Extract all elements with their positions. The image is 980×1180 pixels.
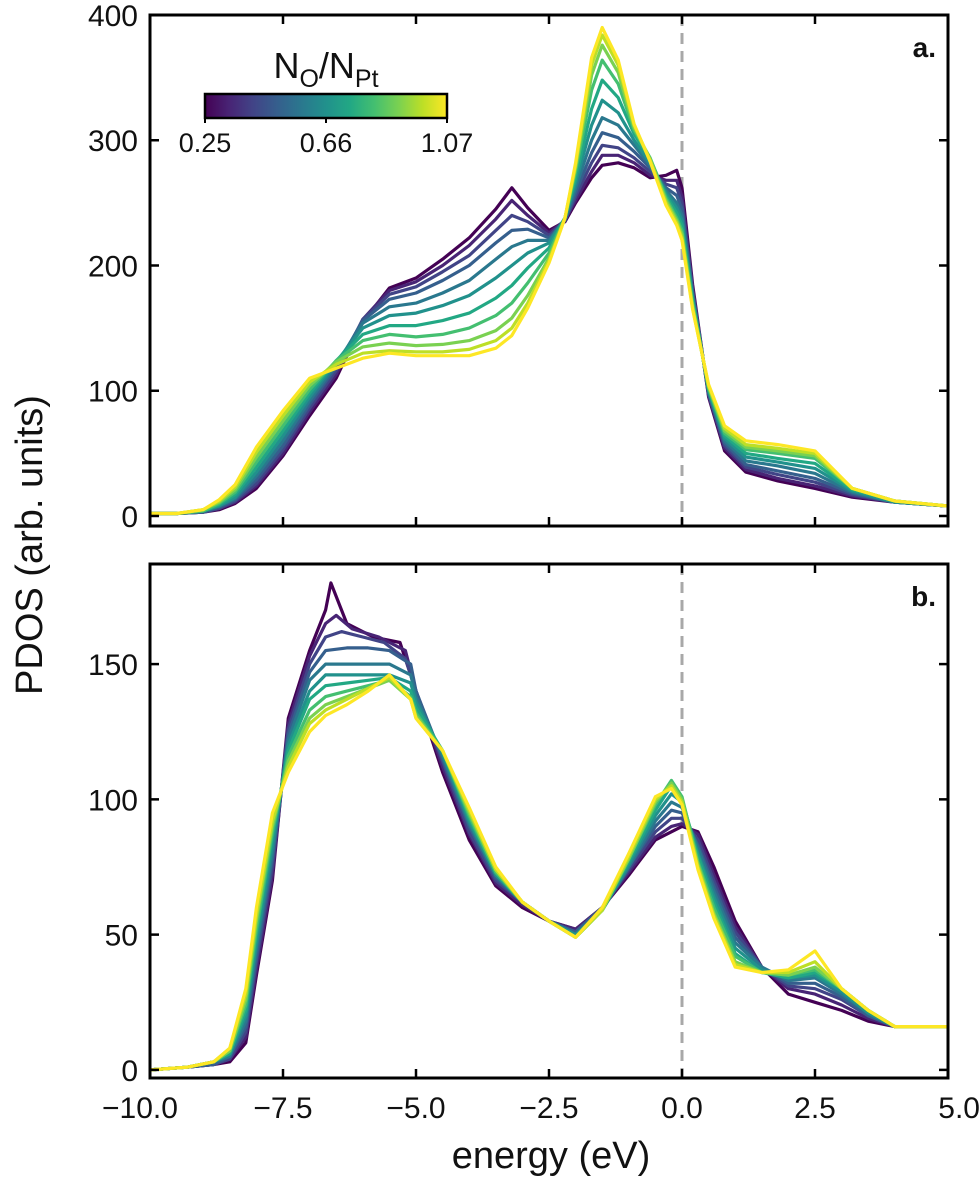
x-tick-label: 2.5: [794, 1092, 836, 1125]
series-line-7: [150, 58, 948, 516]
x-tick-label: −5.0: [386, 1092, 445, 1125]
y-tick-label: 100: [88, 376, 138, 409]
y-tick-label: 100: [88, 784, 138, 817]
series-line-10: [150, 25, 948, 516]
colorbar-title-sub2: Pt: [355, 65, 379, 93]
y-tick-label: 300: [88, 125, 138, 158]
x-tick-label: 0.0: [661, 1092, 703, 1125]
panel-b: 0 50 100 150 −10.0 −7.5 −5.0 −2.5 0.0 2.5 5.0 b.: [88, 562, 980, 1125]
y-tick-label: 0: [121, 501, 138, 534]
colorbar-bar: [203, 92, 449, 120]
series-group: [150, 25, 948, 516]
x-tick-label: 5.0: [938, 1092, 980, 1125]
x-axis-title: energy (eV): [452, 1135, 651, 1177]
x-tick-label: −10.0: [102, 1092, 178, 1125]
x-tick-label: −7.5: [253, 1092, 312, 1125]
series-line-10: [150, 673, 948, 1072]
colorbar-tick-label: 0.66: [300, 128, 353, 158]
colorbar-title: NO/NPt: [273, 45, 378, 93]
colorbar: NO/NPt 0.25 0.66 1.07: [179, 45, 474, 158]
y-tick-label: 400: [88, 0, 138, 33]
y-axis-title: PDOS (arb. units): [9, 395, 51, 695]
y-tick-label: 200: [88, 250, 138, 283]
colorbar-tick-label: 1.07: [421, 128, 474, 158]
series-group: [150, 581, 948, 1072]
series-line-6: [150, 78, 948, 516]
colorbar-title-main: N: [273, 45, 299, 86]
x-tick-label: −2.5: [519, 1092, 578, 1125]
colorbar-title-sub1: O: [299, 65, 318, 93]
panel-label: a.: [913, 32, 936, 63]
panel-a: 0 100 200 300 400 a. NO/NPt 0.25 0.66 1.07: [88, 0, 950, 534]
y-tick-label: 150: [88, 649, 138, 682]
colorbar-title-mid: /N: [319, 45, 355, 86]
colorbar-tick-label: 0.25: [179, 128, 232, 158]
panel-label: b.: [911, 581, 936, 612]
y-tick-label: 50: [105, 920, 138, 953]
y-tick-label: 0: [121, 1055, 138, 1088]
